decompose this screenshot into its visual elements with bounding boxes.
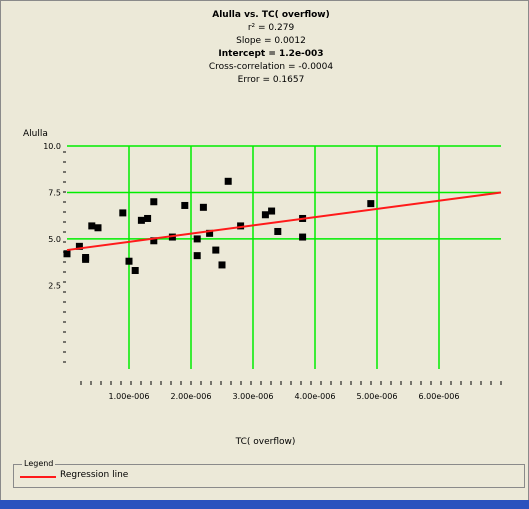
data-point-18 xyxy=(206,229,214,237)
data-point-1 xyxy=(75,242,83,250)
x-tick-label-2: 3.00e-006 xyxy=(233,392,274,401)
regression-line xyxy=(66,191,502,252)
data-point-11 xyxy=(150,198,158,206)
chart-title: Alulla vs. TC( overflow) xyxy=(212,10,330,20)
data-point-5 xyxy=(94,224,102,232)
data-point-3 xyxy=(82,255,90,263)
data-point-16 xyxy=(193,235,201,243)
data-point-0 xyxy=(63,250,71,258)
data-point-10 xyxy=(144,214,152,222)
y-tick-label-1: 7.5 xyxy=(48,188,61,197)
taskbar xyxy=(0,500,529,509)
x-tick-label-1: 2.00e-006 xyxy=(171,392,212,401)
x-axis-label: TC( overflow) xyxy=(235,437,296,447)
intercept-text: Intercept = 1.2e-003 xyxy=(218,49,324,59)
scatter-plot: 10.0 7.5 5.0 2.5 1.00e-006 2.00e-006 3.00e-006… xyxy=(43,142,502,401)
x-tick-label-4: 5.00e-006 xyxy=(357,392,398,401)
legend-title: Legend xyxy=(22,459,56,468)
data-point-7 xyxy=(125,257,133,265)
legend-label-regression: Regression line xyxy=(60,470,129,480)
data-point-6 xyxy=(119,209,127,217)
legend-line-swatch xyxy=(20,476,56,478)
x-tick-label-5: 6.00e-006 xyxy=(419,392,460,401)
error-text: Error = 0.1657 xyxy=(237,75,305,85)
data-point-12 xyxy=(150,237,158,245)
y-tick-label-0: 10.0 xyxy=(43,142,61,151)
data-point-24 xyxy=(268,207,276,215)
data-point-15 xyxy=(193,252,201,260)
data-point-8 xyxy=(131,267,139,275)
r-squared-text: r² = 0.279 xyxy=(247,23,295,33)
data-point-23 xyxy=(261,211,269,219)
data-point-17 xyxy=(199,203,207,211)
data-point-20 xyxy=(218,261,226,269)
x-tick-label-3: 4.00e-006 xyxy=(295,392,336,401)
data-point-22 xyxy=(237,222,245,230)
y-tick-label-2: 5.0 xyxy=(48,235,61,244)
data-point-19 xyxy=(212,246,220,254)
cross-correlation-text: Cross-correlation = -0.0004 xyxy=(208,62,334,72)
x-tick-label-0: 1.00e-006 xyxy=(109,392,150,401)
data-point-9 xyxy=(137,216,145,224)
data-point-14 xyxy=(181,201,189,209)
data-point-21 xyxy=(224,177,232,185)
data-point-28 xyxy=(367,200,375,208)
slope-text: Slope = 0.0012 xyxy=(236,36,306,46)
plot-area xyxy=(67,146,501,369)
y-axis-label: Alulla xyxy=(23,129,48,139)
legend-box: Legend Regression line xyxy=(13,459,525,488)
data-point-4 xyxy=(88,222,96,230)
y-tick-label-3: 2.5 xyxy=(48,281,61,290)
chart-title-block: Alulla vs. TC( overflow) r² = 0.279 Slop… xyxy=(61,9,481,87)
data-point-27 xyxy=(299,233,307,241)
data-point-25 xyxy=(274,227,282,235)
